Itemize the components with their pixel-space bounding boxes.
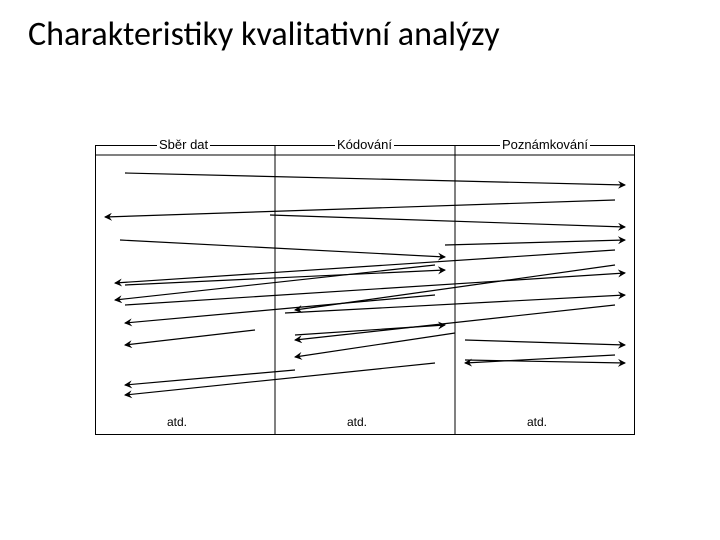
arrow <box>465 340 625 345</box>
page-title: Charakteristiky kvalitativní analýzy <box>28 14 500 55</box>
arrow <box>120 240 445 257</box>
column-footer: atd. <box>347 415 367 429</box>
arrow <box>270 215 625 227</box>
arrow <box>445 240 625 245</box>
arrow <box>125 330 255 345</box>
arrow-diagram: Sběr datKódováníPoznámkováníatd.atd.atd. <box>95 145 635 435</box>
arrow <box>125 363 435 395</box>
column-footer: atd. <box>527 415 547 429</box>
column-footer: atd. <box>167 415 187 429</box>
diagram-svg <box>95 145 635 435</box>
arrow <box>295 325 445 335</box>
column-header: Poznámkování <box>500 137 590 152</box>
arrow <box>125 173 625 185</box>
arrow <box>105 200 615 217</box>
arrow <box>125 295 435 323</box>
column-header: Kódování <box>335 137 394 152</box>
arrow <box>125 370 295 385</box>
arrow <box>295 333 455 357</box>
column-header: Sběr dat <box>157 137 210 152</box>
